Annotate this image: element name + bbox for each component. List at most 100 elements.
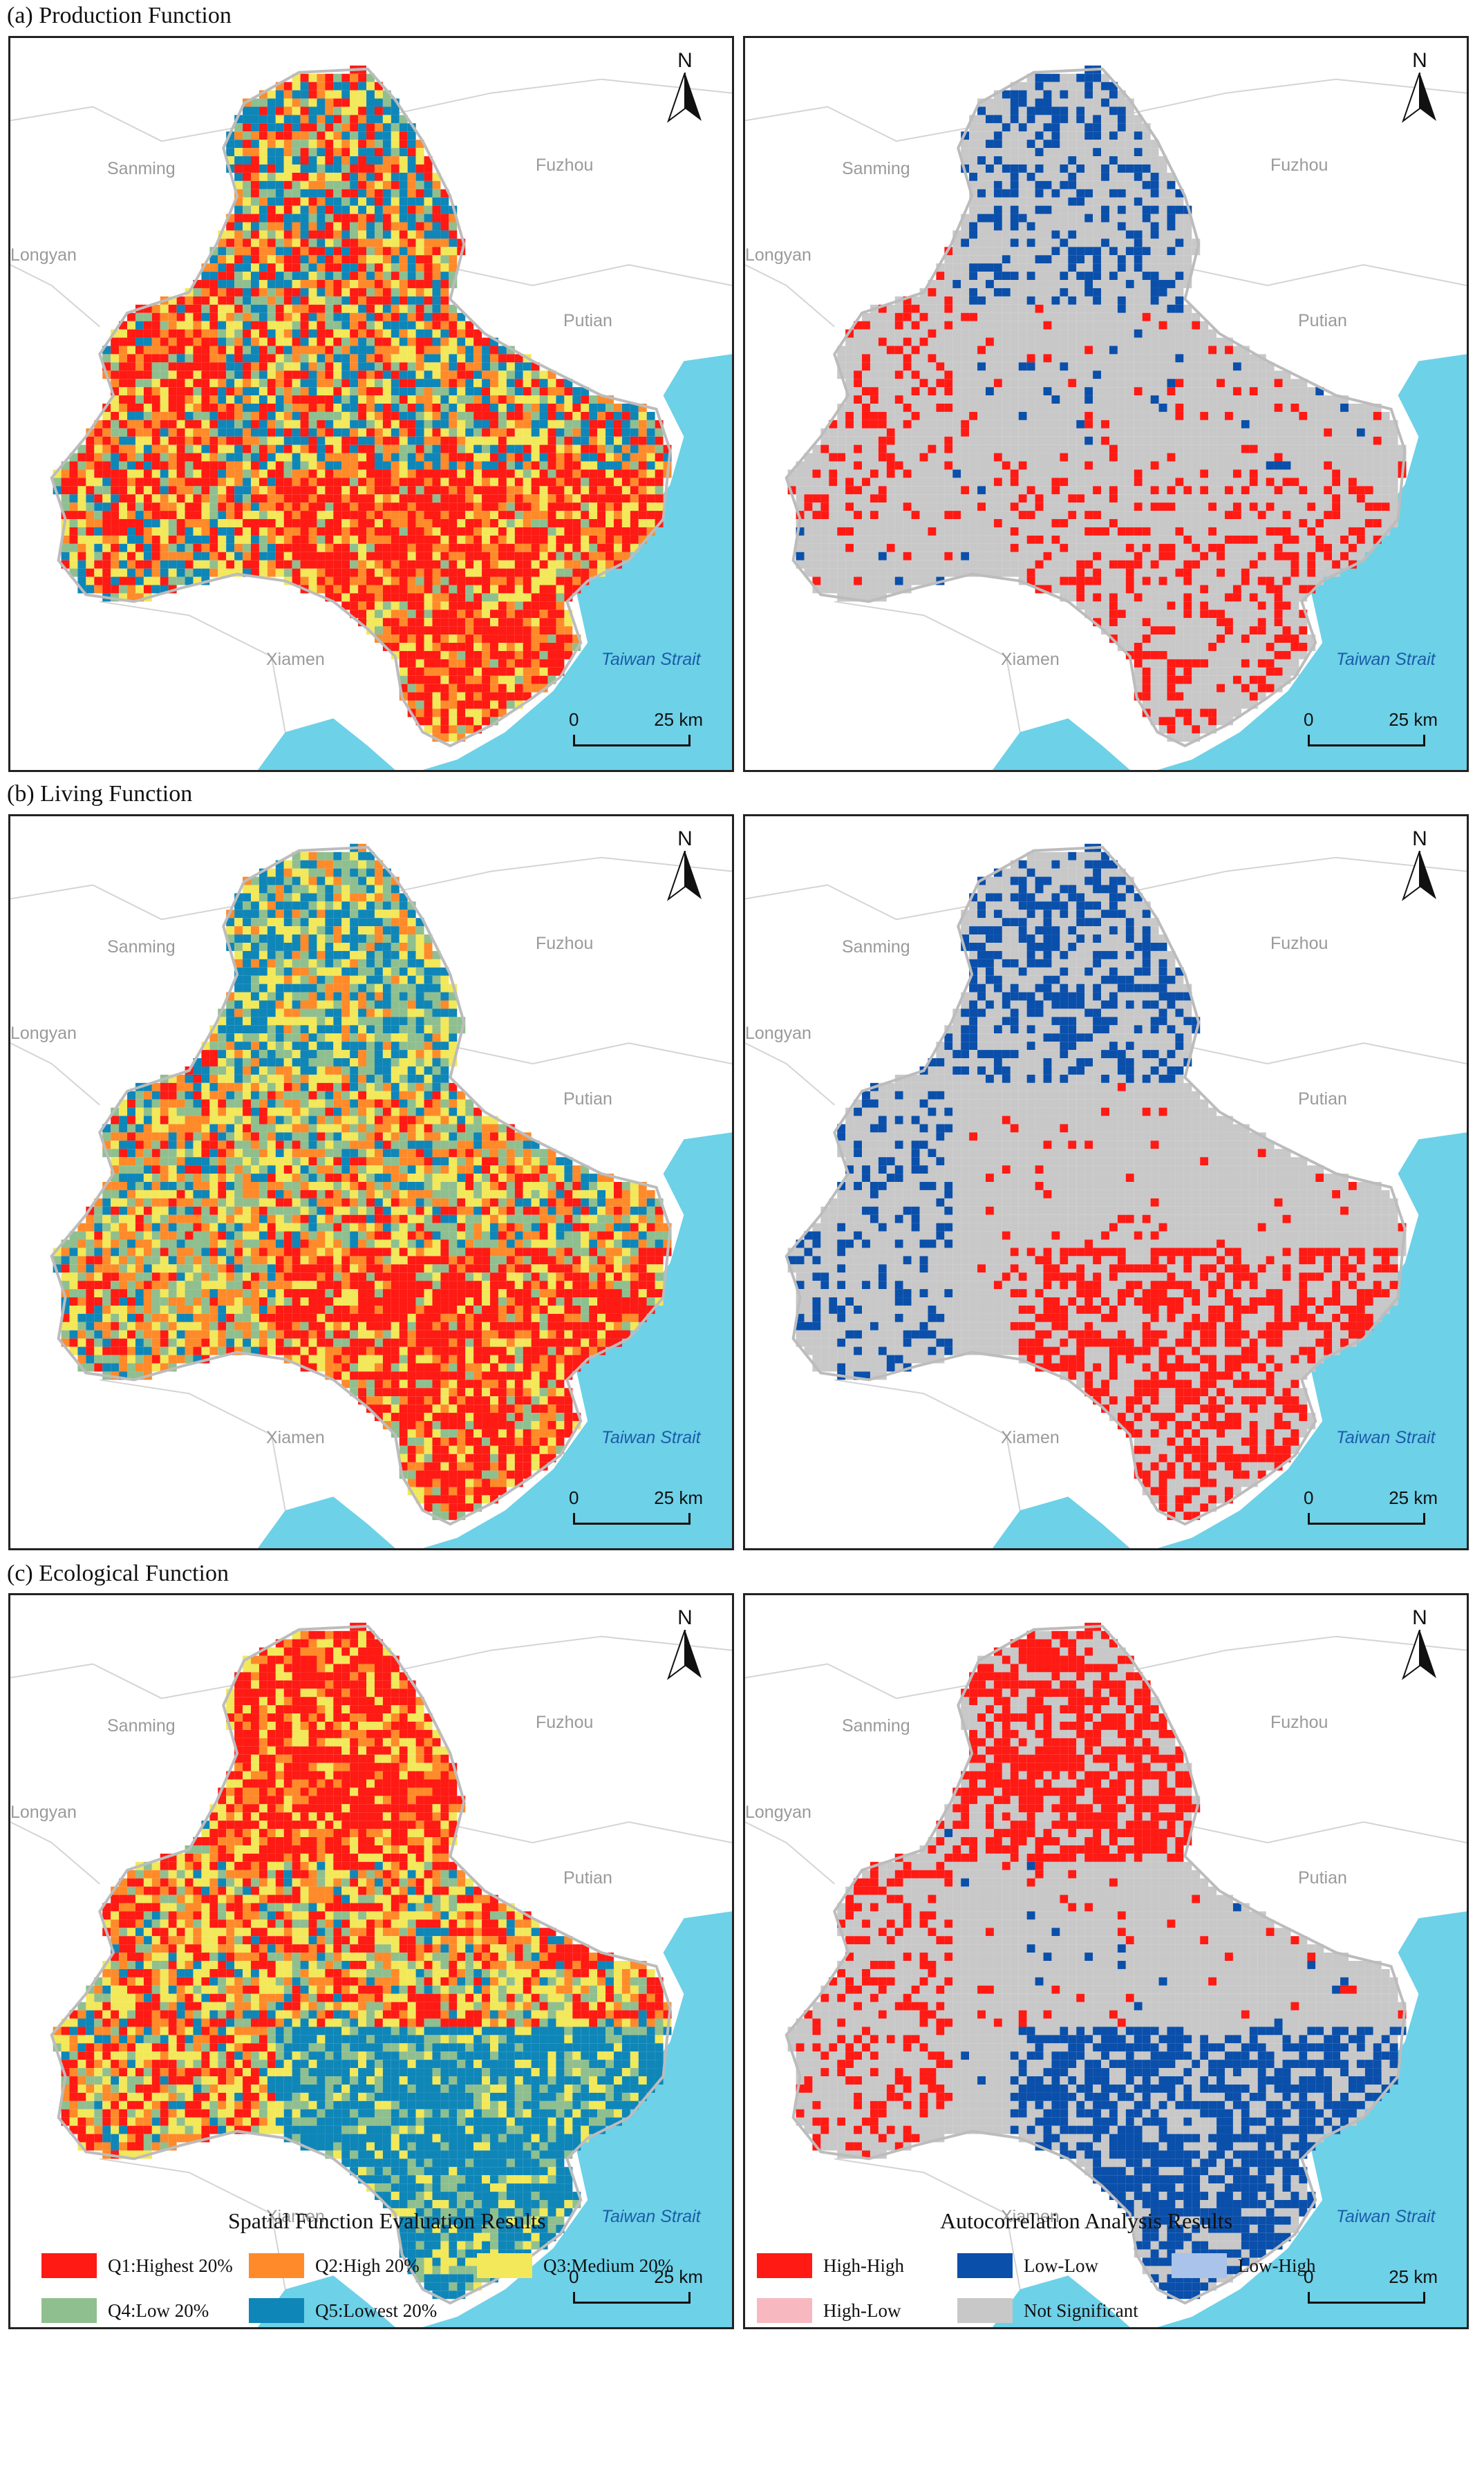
legend-q2: Q2:High 20%	[249, 2253, 420, 2278]
label-longyan: Longyan	[10, 1024, 77, 1043]
grid-cells	[53, 65, 672, 742]
legend-q3-label: Q3:Medium 20%	[543, 2255, 674, 2276]
label-taiwan-strait: Taiwan Strait	[1336, 650, 1436, 669]
sea-area	[422, 354, 732, 770]
north-arrow-icon: N	[1399, 1606, 1440, 1682]
row-title-living: (b) Living Function	[7, 781, 193, 807]
legend-q3: Q3:Medium 20%	[477, 2253, 673, 2278]
label-taiwan-strait: Taiwan Strait	[601, 1428, 701, 1447]
scale-end-label: 25 km	[1389, 709, 1438, 730]
prefecture-boundaries	[10, 856, 732, 1511]
label-longyan: Longyan	[10, 1803, 77, 1822]
label-taiwan-strait: Taiwan Strait	[601, 2207, 701, 2226]
label-xiamen: Xiamen	[1001, 2207, 1060, 2226]
grid-cells	[787, 65, 1407, 742]
map-canvas	[10, 843, 732, 1548]
sea-area	[1157, 1132, 1467, 1548]
legend-high-high: High-High	[757, 2253, 904, 2278]
prefecture-boundaries	[745, 78, 1467, 733]
map-canvas	[745, 65, 1467, 770]
legend-low-low-label: Low-Low	[1024, 2255, 1098, 2276]
scale-end-label: 25 km	[654, 709, 703, 730]
map-canvas	[10, 1622, 732, 2327]
scale-bar: 0 25 km	[569, 2266, 703, 2308]
label-xiamen: Xiamen	[266, 2207, 325, 2226]
grid-cells	[787, 1622, 1407, 2300]
label-fuzhou: Fuzhou	[536, 156, 594, 175]
ecological-autocorrelation-map: Sanming Fuzhou Longyan Putian Xiamen Taiwan S…	[743, 1593, 1469, 2329]
scale-zero-label: 0	[569, 1487, 579, 1508]
legend-q1-label: Q1:Highest 20%	[108, 2255, 233, 2276]
scale-zero-label: 0	[569, 709, 579, 730]
label-fuzhou: Fuzhou	[1270, 934, 1328, 953]
label-longyan: Longyan	[745, 245, 811, 265]
legend-low-high: Low-High	[1172, 2253, 1315, 2278]
legend-q2-swatch	[249, 2253, 304, 2278]
production-evaluation-map: Sanming Fuzhou Longyan Putian Xiamen Taiwan S…	[8, 36, 734, 772]
label-xiamen: Xiamen	[1001, 650, 1060, 669]
north-arrow-glyph	[1402, 1629, 1436, 1680]
north-arrow-icon: N	[1399, 827, 1440, 903]
living-autocorrelation-map: Sanming Fuzhou Longyan Putian Xiamen Taiwan S…	[743, 814, 1469, 1550]
legend-low-high-swatch	[1172, 2253, 1227, 2278]
north-arrow-icon: N	[1399, 49, 1440, 125]
legend-high-high-swatch	[757, 2253, 812, 2278]
legend-q4-swatch	[41, 2298, 97, 2323]
label-taiwan-strait: Taiwan Strait	[1336, 2207, 1436, 2226]
label-sanming: Sanming	[107, 937, 176, 957]
north-label: N	[1412, 1606, 1427, 1629]
label-sanming: Sanming	[107, 159, 176, 178]
scale-bar: 0 25 km	[1304, 2266, 1438, 2308]
bay-area	[992, 718, 1130, 770]
label-longyan: Longyan	[10, 245, 77, 265]
legend-high-high-label: High-High	[823, 2255, 904, 2276]
legend-low-high-label: Low-High	[1238, 2255, 1316, 2276]
scale-bar-line	[573, 2292, 691, 2304]
prefecture-boundaries	[10, 78, 732, 733]
region-outline	[50, 1624, 672, 2305]
label-putian: Putian	[563, 311, 612, 330]
grid-cells	[787, 843, 1407, 1521]
legend-q1: Q1:Highest 20%	[41, 2253, 233, 2278]
scale-zero-label: 0	[1304, 709, 1314, 730]
north-arrow-icon: N	[664, 1606, 706, 1682]
label-fuzhou: Fuzhou	[1270, 1713, 1328, 1732]
legend-right-title: Autocorrelation Analysis Results	[940, 2208, 1233, 2233]
legend-not-significant-label: Not Significant	[1024, 2300, 1138, 2321]
scale-zero-label: 0	[1304, 1487, 1314, 1508]
scale-bar: 0 25 km	[569, 709, 703, 751]
region-outline	[785, 1624, 1407, 2305]
label-fuzhou: Fuzhou	[536, 934, 594, 953]
scale-end-label: 25 km	[1389, 2266, 1438, 2287]
sea-area	[1157, 354, 1467, 770]
legend-not-significant-swatch	[957, 2298, 1013, 2323]
scale-bar-line	[1308, 735, 1425, 746]
legend-high-low: High-Low	[757, 2298, 901, 2323]
ecological-evaluation-map: Sanming Fuzhou Longyan Putian Xiamen Taiwan S…	[8, 1593, 734, 2329]
bay-area	[992, 1496, 1130, 1548]
scale-bar: 0 25 km	[569, 1487, 703, 1529]
label-sanming: Sanming	[842, 159, 910, 178]
region-outline	[785, 845, 1407, 1526]
map-canvas	[745, 843, 1467, 1548]
legend-low-low: Low-Low	[957, 2253, 1098, 2278]
legend-q4: Q4:Low 20%	[41, 2298, 209, 2323]
region-outline	[785, 67, 1407, 748]
scale-bar-line	[1308, 1513, 1425, 1525]
legend-not-significant: Not Significant	[957, 2298, 1138, 2323]
legend-high-low-swatch	[757, 2298, 812, 2323]
region-outline	[50, 67, 672, 748]
bay-area	[257, 1496, 395, 1548]
north-label: N	[1412, 827, 1427, 850]
scale-end-label: 25 km	[1389, 1487, 1438, 1508]
label-xiamen: Xiamen	[266, 650, 325, 669]
legend-q5-swatch	[249, 2298, 304, 2323]
label-taiwan-strait: Taiwan Strait	[601, 650, 701, 669]
scale-end-label: 25 km	[654, 2266, 703, 2287]
prefecture-boundaries	[745, 1635, 1467, 2290]
legend-q3-swatch	[477, 2253, 532, 2278]
label-putian: Putian	[563, 1868, 612, 1888]
bay-area	[992, 2275, 1130, 2327]
living-evaluation-map: Sanming Fuzhou Longyan Putian Xiamen Taiwan S…	[8, 814, 734, 1550]
sea-area	[1157, 1911, 1467, 2327]
